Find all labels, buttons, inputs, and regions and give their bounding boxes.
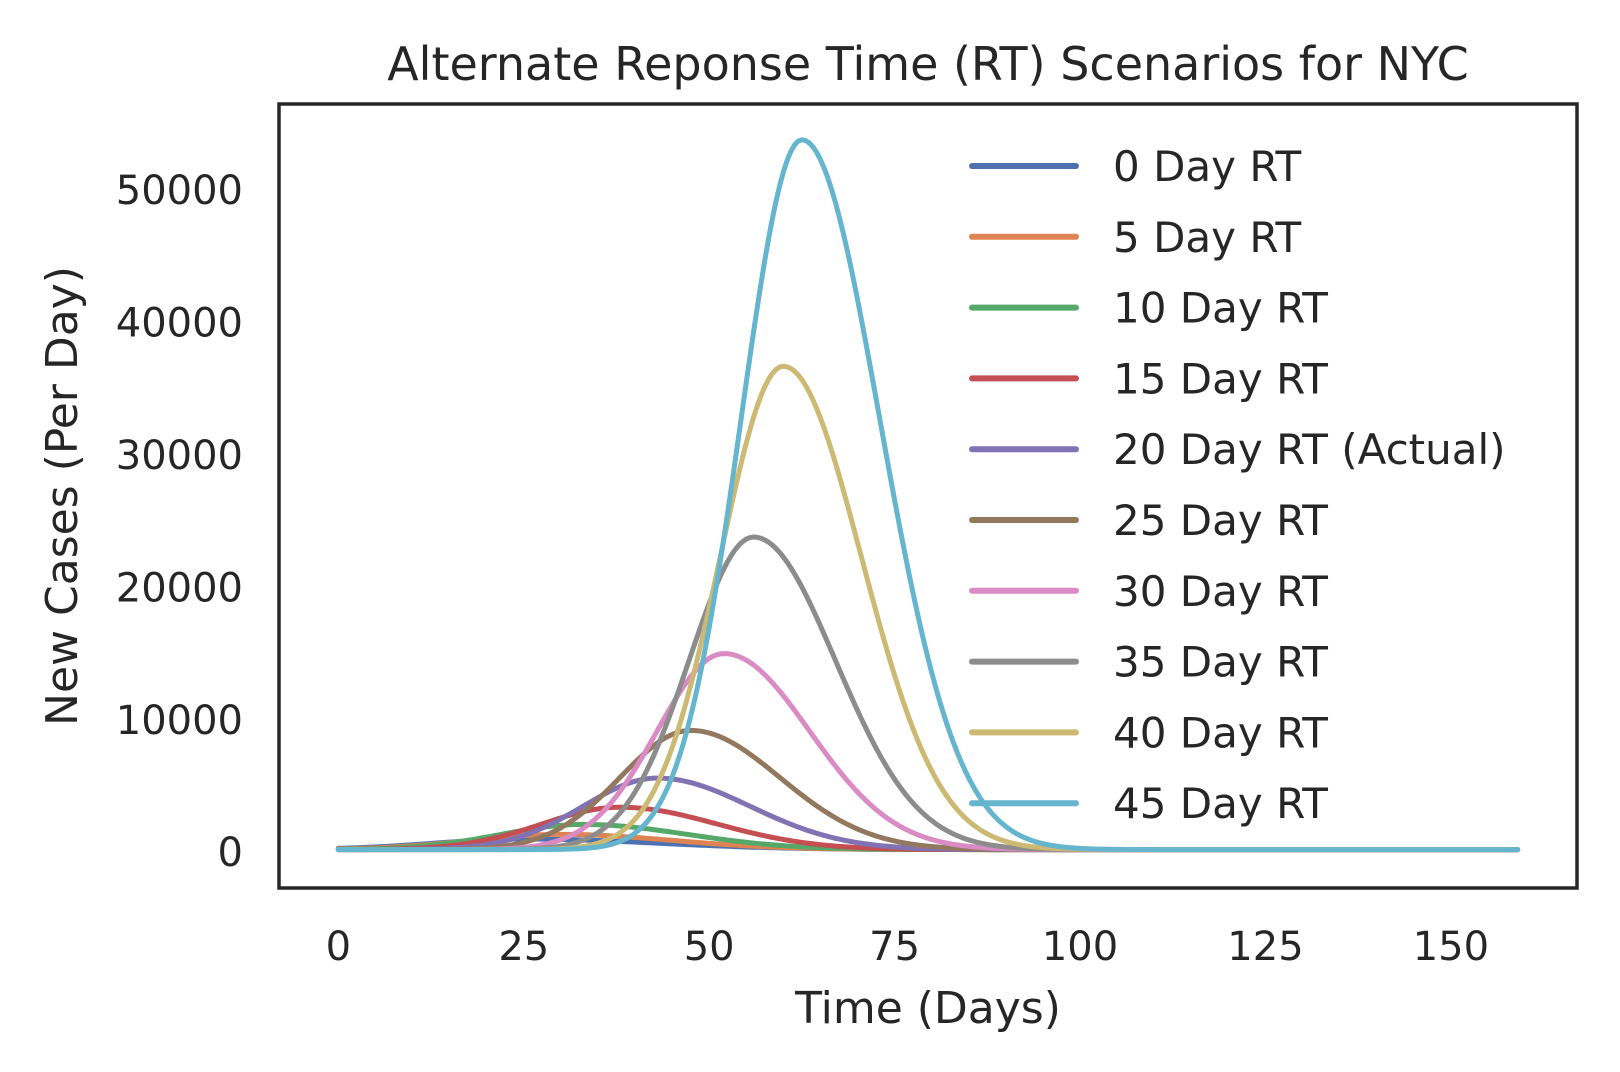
x-tick-label: 0 xyxy=(326,924,351,970)
y-tick-label: 50000 xyxy=(116,168,243,214)
series-line-9 xyxy=(335,137,1521,853)
y-axis-ticks: 0 10000 20000 30000 40000 50000 xyxy=(116,168,243,876)
x-axis-ticks: 0 25 50 75 100 125 150 xyxy=(326,924,1489,970)
y-axis-label: New Cases (Per Day) xyxy=(37,266,88,726)
legend: 0 Day RT 5 Day RT 10 Day RT 15 Day RT 20 Day… xyxy=(969,142,1506,828)
x-tick-label: 50 xyxy=(684,924,735,970)
legend-label: 20 Day RT (Actual) xyxy=(1113,425,1506,474)
legend-label: 10 Day RT xyxy=(1113,284,1328,333)
legend-label: 35 Day RT xyxy=(1113,638,1328,687)
legend-label: 45 Day RT xyxy=(1113,779,1328,828)
y-tick-label: 40000 xyxy=(116,301,243,347)
y-tick-label: 30000 xyxy=(116,433,243,479)
chart-title: Alternate Reponse Time (RT) Scenarios fo… xyxy=(387,37,1469,91)
series-line-7 xyxy=(335,534,1521,853)
y-tick-label: 10000 xyxy=(116,698,243,744)
series-group xyxy=(335,137,1521,853)
y-tick-label: 20000 xyxy=(116,565,243,611)
x-tick-label: 25 xyxy=(498,924,549,970)
plot-area xyxy=(277,102,1579,890)
x-tick-label: 75 xyxy=(869,924,920,970)
legend-label: 0 Day RT xyxy=(1113,142,1301,191)
legend-label: 15 Day RT xyxy=(1113,354,1328,403)
x-tick-label: 150 xyxy=(1413,924,1489,970)
x-axis-label: Time (Days) xyxy=(794,983,1061,1034)
x-tick-label: 100 xyxy=(1042,924,1118,970)
legend-label: 30 Day RT xyxy=(1113,567,1328,616)
x-tick-label: 125 xyxy=(1227,924,1303,970)
legend-label: 25 Day RT xyxy=(1113,496,1328,545)
plot-frame xyxy=(277,102,1579,890)
legend-label: 5 Day RT xyxy=(1113,213,1301,262)
legend-label: 40 Day RT xyxy=(1113,708,1328,757)
y-tick-label: 0 xyxy=(218,830,243,876)
